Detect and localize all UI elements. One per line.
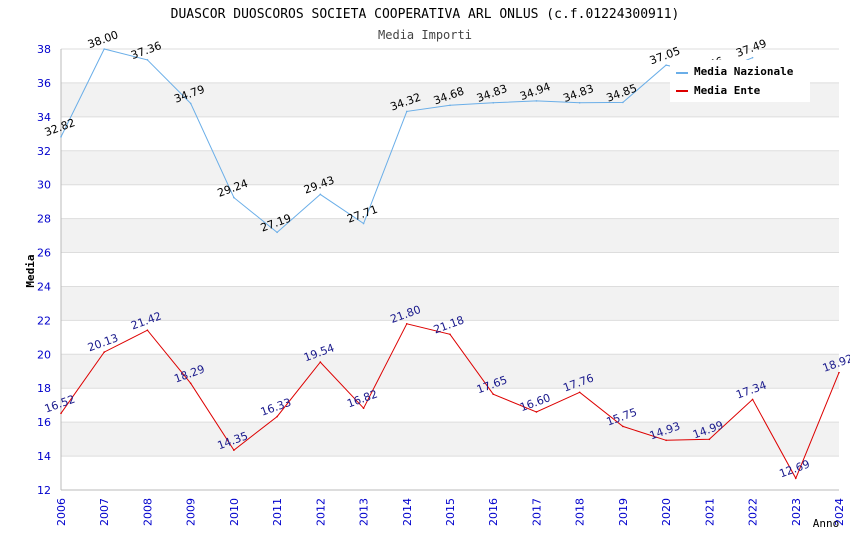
x-tick-label: 2008 <box>141 498 154 526</box>
y-tick-label: 32 <box>37 145 51 158</box>
y-tick-label: 36 <box>37 77 51 90</box>
data-point <box>362 407 365 410</box>
data-point <box>362 222 365 225</box>
data-point <box>751 56 754 59</box>
x-tick-label: 2015 <box>444 498 457 526</box>
y-tick-label: 24 <box>37 280 51 293</box>
data-point <box>492 393 495 395</box>
data-point <box>319 361 322 363</box>
data-point <box>535 411 538 413</box>
x-tick-label: 2023 <box>790 498 803 526</box>
x-tick-label: 2016 <box>487 498 500 526</box>
grid-band <box>61 150 839 185</box>
x-tick-label: 2006 <box>55 498 68 526</box>
y-tick-label: 18 <box>37 382 51 395</box>
y-tick-label: 12 <box>37 484 51 497</box>
x-tick-label: 2018 <box>574 498 587 526</box>
grid-band <box>61 320 839 355</box>
grid-band <box>61 218 839 253</box>
x-tick-label: 2011 <box>271 498 284 526</box>
y-tick-label: 22 <box>37 314 51 327</box>
grid-band <box>61 286 839 321</box>
data-point <box>276 415 278 418</box>
x-axis-label: Anno <box>813 517 840 530</box>
data-point <box>233 449 235 451</box>
y-tick-label: 34 <box>37 111 51 124</box>
data-point <box>665 64 667 66</box>
grid-band <box>61 388 839 423</box>
data-point <box>405 110 408 113</box>
data-point <box>622 425 624 428</box>
chart-title: DUASCOR DUOSCOROS SOCIETA COOPERATIVA AR… <box>171 7 680 22</box>
data-point <box>622 101 624 104</box>
y-tick-label: 16 <box>37 416 51 429</box>
x-tick-labels: 2006 2007 2008 2009 2010 2011 2012 2013 2014 2015… <box>55 498 846 526</box>
data-point <box>233 196 235 199</box>
x-tick-label: 2019 <box>617 498 630 526</box>
x-tick-label: 2020 <box>660 498 673 526</box>
x-tick-label: 2009 <box>185 498 198 526</box>
legend: Media Nazionale Media Ente <box>670 60 810 102</box>
data-point <box>60 136 62 138</box>
y-axis-label: Media <box>24 254 37 287</box>
data-point <box>492 101 495 104</box>
data-point <box>449 333 451 336</box>
x-tick-label: 2022 <box>747 498 760 526</box>
legend-label-media-ente: Media Ente <box>694 84 761 97</box>
data-point <box>103 48 106 50</box>
x-tick-label: 2014 <box>401 498 414 526</box>
y-tick-label: 26 <box>37 247 51 260</box>
data-point <box>189 382 192 385</box>
legend-box <box>670 60 810 102</box>
data-point <box>276 231 278 234</box>
data-point <box>103 351 106 353</box>
x-tick-label: 2012 <box>314 498 327 526</box>
data-point <box>751 398 754 401</box>
grid-band <box>61 184 839 219</box>
data-point <box>319 193 322 196</box>
y-tick-label: 14 <box>37 450 51 463</box>
y-tick-label: 30 <box>37 179 51 192</box>
grid-band <box>61 116 839 151</box>
x-tick-label: 2024 <box>833 498 846 526</box>
data-point <box>405 322 408 325</box>
x-tick-label: 2010 <box>228 498 241 526</box>
legend-label-media-nazionale: Media Nazionale <box>694 65 794 78</box>
x-tick-label: 2021 <box>703 498 716 526</box>
data-point <box>60 412 62 415</box>
y-tick-label: 38 <box>37 43 51 56</box>
data-point <box>449 104 451 107</box>
data-point <box>794 477 797 480</box>
grid-band <box>61 456 839 490</box>
data-label: 38.00 <box>86 28 120 51</box>
x-tick-label: 2013 <box>358 498 371 526</box>
data-point <box>535 100 538 102</box>
data-point <box>838 371 840 374</box>
data-point <box>146 329 149 332</box>
x-tick-label: 2017 <box>530 498 543 526</box>
data-point <box>665 439 667 442</box>
chart-subtitle: Media Importi <box>378 28 472 42</box>
y-tick-labels: 12 14 16 18 20 22 24 26 28 30 32 34 36 38 <box>37 43 51 497</box>
data-point <box>578 391 581 394</box>
data-point <box>146 59 149 61</box>
grid-band <box>61 252 839 287</box>
data-point <box>708 438 711 441</box>
data-point <box>578 101 581 104</box>
x-tick-label: 2007 <box>98 498 111 526</box>
data-point <box>189 102 192 105</box>
y-tick-label: 28 <box>37 213 51 226</box>
y-tick-label: 20 <box>37 348 51 361</box>
